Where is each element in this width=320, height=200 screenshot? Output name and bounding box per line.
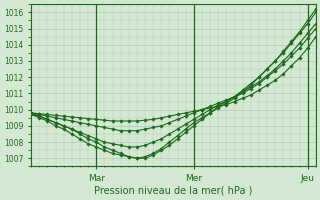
X-axis label: Pression niveau de la mer( hPa ): Pression niveau de la mer( hPa ) [94, 186, 253, 196]
